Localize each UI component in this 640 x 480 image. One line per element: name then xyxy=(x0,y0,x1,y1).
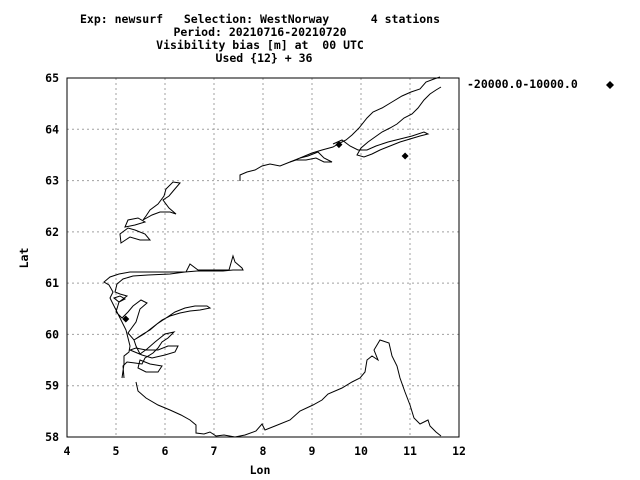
x-tick-label: 12 xyxy=(452,444,466,458)
plot-frame xyxy=(66,77,460,438)
legend-diamond-marker xyxy=(606,81,614,89)
chart-title-line-3: Visibility bias [m] at 00 UTC xyxy=(156,38,364,52)
x-tick-label: 11 xyxy=(403,444,417,458)
chart-title-line-2: Period: 20210716-20210720 xyxy=(173,25,346,39)
x-axis-label: Lon xyxy=(250,463,271,477)
x-tick-label: 10 xyxy=(354,444,368,458)
x-tick-label: 8 xyxy=(260,444,267,458)
y-tick-label: 64 xyxy=(45,122,59,136)
legend-label: -20000.0-10000.0 xyxy=(467,77,578,91)
station-diamond-marker xyxy=(401,152,409,160)
y-tick-label: 60 xyxy=(45,327,59,341)
y-tick-label: 61 xyxy=(45,276,59,290)
y-tick-label: 59 xyxy=(45,379,59,393)
chart-title-line-1: Exp: newsurf Selection: WestNorway 4 sta… xyxy=(80,12,440,26)
station-diamond-marker xyxy=(335,141,343,149)
legend: -20000.0-10000.0 xyxy=(467,77,614,91)
x-tick-label: 6 xyxy=(162,444,169,458)
station-diamond-marker xyxy=(122,315,130,323)
x-tick-label: 5 xyxy=(113,444,120,458)
axis-ticks: 4 5 6 7 8 9 10 11 12 58 59 60 61 62 63 64 65 xyxy=(45,71,466,458)
y-tick-label: 65 xyxy=(45,71,59,85)
grid-lines xyxy=(67,78,459,437)
chart-title-line-4: Used {12} + 36 xyxy=(216,51,313,65)
y-axis-label: Lat xyxy=(17,248,31,269)
x-tick-label: 9 xyxy=(309,444,316,458)
y-tick-label: 62 xyxy=(45,225,59,239)
x-tick-label: 7 xyxy=(211,444,218,458)
data-points xyxy=(122,141,409,323)
x-tick-label: 4 xyxy=(64,444,71,458)
y-tick-label: 63 xyxy=(45,174,59,188)
coastline-map xyxy=(103,76,442,438)
y-tick-label: 58 xyxy=(45,430,59,444)
